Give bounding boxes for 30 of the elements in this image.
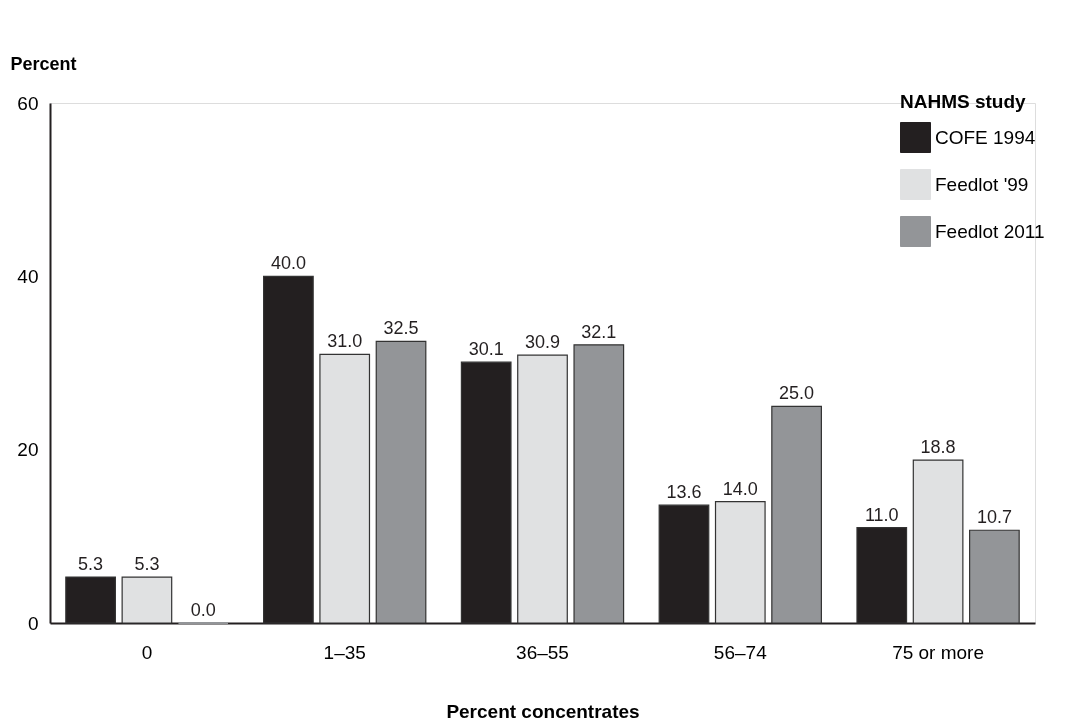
data-label: 5.3 [78,554,104,575]
x-tick-label: 75 or more [892,641,985,663]
x-tick-label: 0 [141,641,153,663]
y-tick-label: 0 [27,612,39,634]
x-tick-label: 1–35 [323,641,366,663]
x-axis-title: Percent concentrates [446,700,640,721]
data-label: 13.6 [666,482,702,503]
data-label: 32.5 [383,318,419,339]
y-axis-title: Percent [10,53,77,74]
data-label: 32.1 [581,321,617,342]
data-label: 10.7 [976,507,1012,528]
data-label: 14.0 [722,478,758,499]
data-label: 0.0 [190,600,216,620]
data-label: 5.3 [134,554,160,575]
data-label: 30.9 [524,332,561,353]
data-label: 18.8 [920,437,956,458]
legend-label: COFE 1994 [935,126,1036,148]
data-label: 11.0 [864,504,899,525]
legend-label: Feedlot '99 [935,173,1029,195]
y-tick-label: 60 [17,92,39,114]
x-tick-label: 36–55 [516,641,569,663]
y-tick-label: 20 [17,439,39,461]
data-label: 25.0 [779,383,815,404]
data-label: 31.0 [327,331,363,352]
y-tick-label: 40 [17,265,39,287]
data-label: 30.1 [468,339,504,360]
data-label: 40.0 [270,253,306,274]
legend-title: NAHMS study [900,91,1027,112]
x-tick-label: 56–74 [713,641,768,663]
legend-label: Feedlot 2011 [935,220,1045,242]
